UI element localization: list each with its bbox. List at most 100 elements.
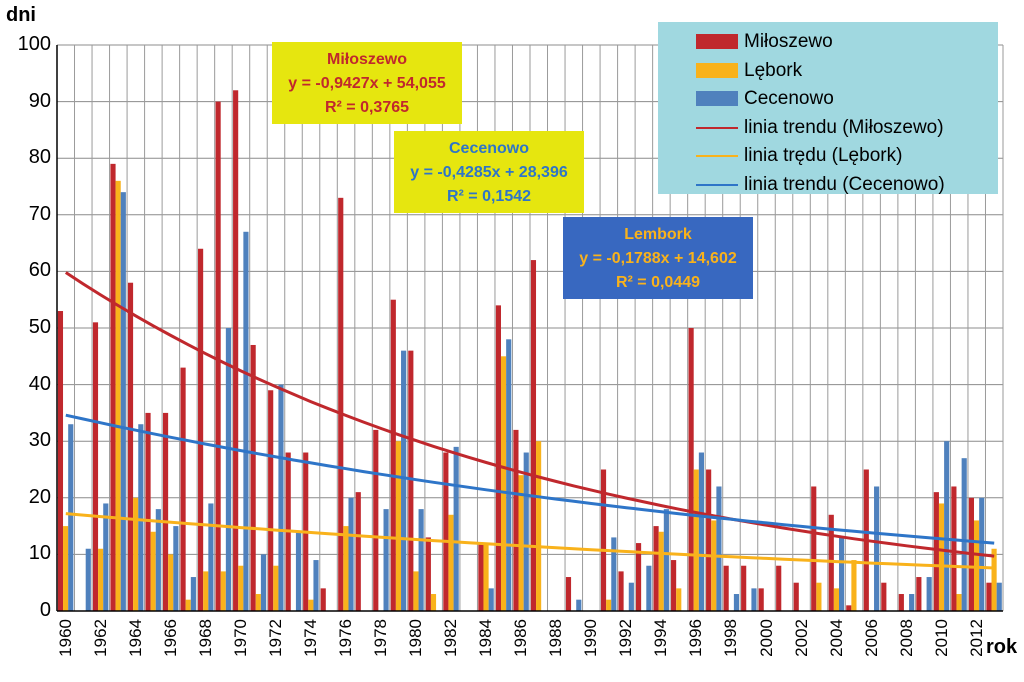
bar-lębork-1965 <box>150 531 156 611</box>
bar-cecenowo-1992 <box>628 582 634 611</box>
bar-miłoszewo-2000 <box>758 588 764 611</box>
lembork-box-title: Lembork <box>624 226 692 243</box>
bar-cecenowo-1971 <box>260 554 267 611</box>
bar-lębork-1981 <box>430 594 437 611</box>
x-tick-label: 1976 <box>336 619 356 657</box>
bar-lębork-1985 <box>500 356 507 611</box>
bar-cecenowo-2009 <box>926 577 932 611</box>
x-tick-label: 1984 <box>476 619 496 657</box>
legend-item-miloszewo: Miłoszewo <box>658 28 998 57</box>
bar-miłoszewo-1967 <box>180 367 186 611</box>
bar-lębork-1987 <box>536 441 542 611</box>
bar-miłoszewo-1964 <box>127 282 134 611</box>
bar-lębork-1994 <box>658 531 664 611</box>
x-tick-label: 1970 <box>230 619 250 657</box>
bar-cecenowo-1960 <box>68 424 74 611</box>
bar-lębork-2004 <box>833 588 839 611</box>
bar-cecenowo-1996 <box>698 452 705 611</box>
bar-lębork-1967 <box>185 599 191 611</box>
bar-cecenowo-1966 <box>173 526 179 611</box>
bar-miłoszewo-1979 <box>390 299 396 611</box>
bar-cecenowo-2011 <box>961 458 967 611</box>
bar-miłoszewo-1999 <box>741 565 747 611</box>
bar-miłoszewo-1998 <box>723 565 729 611</box>
x-tick-label: 1962 <box>90 619 110 657</box>
x-tick-label: 2010 <box>931 619 951 657</box>
bar-miłoszewo-1997 <box>706 469 712 611</box>
bar-miłoszewo-1991 <box>600 469 607 611</box>
bar-lębork-2011 <box>956 594 962 611</box>
bar-lębork-2003 <box>816 582 822 611</box>
bar-lębork-1984 <box>483 543 489 611</box>
bar-cecenowo-1973 <box>295 531 302 611</box>
bar-lębork-1960 <box>63 526 69 611</box>
bar-lębork-1966 <box>168 554 174 611</box>
y-axis-label: dni <box>6 4 36 26</box>
y-tick-label: 70 <box>28 202 51 225</box>
bar-cecenowo-1965 <box>155 509 161 611</box>
cecenowo-box-r2: R² = 0,1542 <box>446 188 532 205</box>
bar-cecenowo-1998 <box>733 594 740 611</box>
bar-cecenowo-1999 <box>751 588 757 611</box>
miloszewo-equation-box: Miłoszewo y = -0,9427x + 54,055 R² = 0,3… <box>272 42 462 124</box>
bar-miłoszewo-1981 <box>425 537 431 611</box>
x-tick-label: 1980 <box>406 619 426 657</box>
bar-miłoszewo-1975 <box>320 588 326 611</box>
bar-miłoszewo-1969 <box>215 101 221 611</box>
y-tick-label: 100 <box>17 33 51 55</box>
bar-cecenowo-1989 <box>576 599 582 611</box>
bar-cecenowo-1968 <box>208 503 214 611</box>
bar-cecenowo-2010 <box>944 441 950 611</box>
trendline-lembork <box>65 512 995 570</box>
y-tick-label: 10 <box>28 542 51 565</box>
bar-miłoszewo-1989 <box>565 577 572 611</box>
x-tick-label: 1988 <box>546 619 566 657</box>
bar-lębork-1972 <box>273 565 279 611</box>
bar-cecenowo-1970 <box>243 231 249 611</box>
lembork-box-r2: R² = 0,0449 <box>615 274 701 291</box>
legend-label-lebork: Lębork <box>744 59 803 81</box>
x-tick-label: 2000 <box>756 619 776 657</box>
bar-cecenowo-1980 <box>418 509 424 611</box>
bar-lębork-1969 <box>220 571 226 611</box>
bar-cecenowo-2013 <box>996 582 1002 611</box>
bar-cecenowo-2004 <box>838 537 845 611</box>
legend-swatch-miloszewo <box>696 34 738 49</box>
bar-lębork-1963 <box>115 180 121 611</box>
x-tick-label: 1996 <box>686 619 706 657</box>
trendline-cecenowo <box>65 413 995 545</box>
bar-miłoszewo-1995 <box>671 560 677 611</box>
bar-lębork-2010 <box>938 503 945 611</box>
bar-cecenowo-1978 <box>383 509 389 611</box>
bar-cecenowo-1984 <box>488 588 494 611</box>
legend-label-cecenowo: Cecenowo <box>744 88 834 109</box>
bar-cecenowo-1974 <box>313 560 319 611</box>
bar-miłoszewo-2003 <box>811 486 817 611</box>
bar-lębork-1980 <box>413 571 419 611</box>
bar-miłoszewo-1977 <box>355 492 361 611</box>
bar-lębork-1991 <box>606 599 612 611</box>
bar-lębork-1979 <box>395 441 402 611</box>
legend-item-lebork: Lębork <box>658 57 998 86</box>
bar-miłoszewo-1982 <box>443 452 449 611</box>
axes <box>56 45 1003 612</box>
x-tick-label: 1994 <box>651 619 671 657</box>
legend: Miłoszewo Lębork Cecenowo linia trendu (… <box>658 22 998 195</box>
bar-cecenowo-1993 <box>646 565 652 611</box>
bar-lębork-1982 <box>448 514 454 611</box>
bar-miłoszewo-1986 <box>513 429 519 611</box>
x-tick-label: 1974 <box>301 619 321 657</box>
x-tick-label: 2006 <box>861 619 881 657</box>
legend-label-trend-cecenowo: linia trendu (Cecenowo) <box>744 173 945 195</box>
bar-miłoszewo-1960 <box>57 311 64 611</box>
cecenowo-box-title: Cecenowo <box>448 140 529 157</box>
bar-miłoszewo-1980 <box>408 350 414 611</box>
bar-miłoszewo-2002 <box>793 582 799 611</box>
legend-line-trend-cecenowo <box>696 183 738 186</box>
bar-cecenowo-1969 <box>225 328 232 611</box>
bar-miłoszewo-1984 <box>478 543 484 611</box>
legend-item-cecenowo: Cecenowo <box>658 85 998 114</box>
bar-miłoszewo-1966 <box>162 412 169 611</box>
x-tick-label: 1998 <box>721 619 741 657</box>
bar-miłoszewo-1971 <box>250 344 256 611</box>
